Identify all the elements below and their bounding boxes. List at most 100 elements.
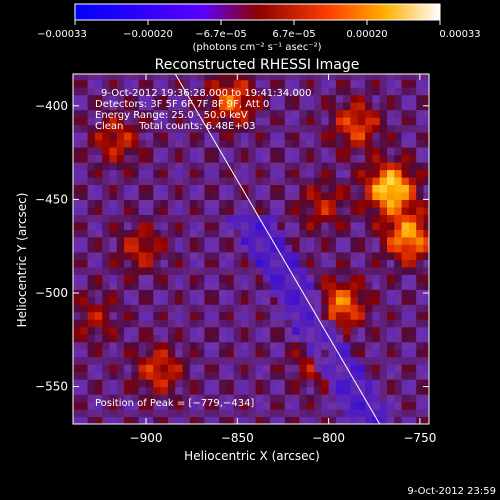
heatmap-cell [248, 147, 257, 156]
heatmap-cell [197, 281, 205, 290]
heatmap-cell [284, 236, 293, 245]
heatmap-cell [197, 191, 205, 200]
heatmap-cell [241, 124, 249, 133]
heatmap-cell [372, 139, 381, 148]
heatmap-cell [160, 326, 169, 335]
heatmap-cell [277, 289, 286, 298]
heatmap-cell [408, 147, 417, 156]
heatmap-cell [292, 349, 300, 358]
heatmap-cell [80, 109, 89, 118]
heatmap-cell [379, 281, 388, 290]
heatmap-cell [233, 169, 242, 178]
heatmap-cell [270, 364, 279, 373]
heatmap-cell [277, 349, 286, 358]
heatmap-cell [328, 356, 337, 365]
heatmap-cell [365, 169, 373, 178]
heatmap-cell [94, 371, 103, 380]
heatmap-cell [153, 356, 162, 365]
heatmap-cell [80, 274, 89, 283]
heatmap-cell [204, 334, 213, 343]
heatmap-cell [314, 79, 322, 88]
heatmap-cell [153, 214, 162, 223]
heatmap-cell [372, 349, 381, 358]
heatmap-cell [138, 79, 147, 88]
heatmap-cell [328, 371, 337, 380]
heatmap-cell [292, 296, 300, 305]
heatmap-cell [182, 394, 191, 403]
heatmap-cell [423, 79, 429, 88]
heatmap-cell [219, 74, 227, 81]
heatmap-cell [277, 147, 286, 156]
heatmap-cell [321, 319, 330, 328]
heatmap-cell [80, 184, 89, 193]
heatmap-cell [167, 184, 176, 193]
heatmap-cell [321, 191, 330, 200]
heatmap-cell [138, 386, 147, 395]
heatmap-cell [211, 416, 220, 424]
heatmap-cell [365, 184, 373, 193]
heatmap-cell [124, 386, 132, 395]
heatmap-cell [255, 109, 264, 118]
heatmap-cell [372, 259, 381, 268]
heatmap-cell [116, 191, 125, 200]
heatmap-cell [299, 259, 308, 268]
heatmap-cell [219, 191, 227, 200]
heatmap-cell [189, 79, 198, 88]
heatmap-cell [277, 221, 286, 230]
heatmap-cell [408, 79, 417, 88]
heatmap-cell [372, 236, 381, 245]
heatmap-cell [270, 124, 279, 133]
heatmap-cell [365, 124, 373, 133]
heatmap-cell [350, 364, 359, 373]
heatmap-cell [416, 319, 425, 328]
heatmap-cell [153, 139, 162, 148]
heatmap-cell [401, 109, 410, 118]
heatmap-cell [262, 251, 271, 260]
heatmap-cell [160, 169, 169, 178]
heatmap-cell [219, 259, 227, 268]
heatmap-cell [408, 124, 417, 133]
heatmap-cell [87, 139, 96, 148]
heatmap-cell [167, 281, 176, 290]
heatmap-cell [175, 266, 184, 275]
heatmap-cell [109, 124, 118, 133]
heatmap-cell [138, 296, 147, 305]
heatmap-cell [423, 304, 429, 313]
heatmap-cell [219, 371, 227, 380]
heatmap-cell [299, 349, 308, 358]
heatmap-cell [277, 229, 286, 238]
heatmap-cell [365, 74, 373, 81]
heatmap-cell [401, 341, 410, 350]
heatmap-cell [270, 176, 279, 185]
heatmap-cell [153, 349, 162, 358]
heatmap-cell [175, 199, 184, 208]
heatmap-cell [343, 176, 352, 185]
heatmap-cell [328, 289, 337, 298]
heatmap-cell [262, 109, 271, 118]
heatmap-cell [102, 356, 111, 365]
heatmap-cell [102, 176, 111, 185]
heatmap-cell [124, 221, 132, 230]
heatmap-cell [284, 266, 293, 275]
heatmap-cell [372, 147, 381, 156]
heatmap-cell [131, 394, 140, 403]
y-tick-label: −400 [35, 99, 68, 113]
heatmap-cell [226, 102, 235, 111]
heatmap-cell [292, 304, 300, 313]
heatmap-cell [87, 229, 96, 238]
heatmap-cell [394, 266, 403, 275]
heatmap-cell [73, 349, 81, 358]
heatmap-cell [241, 109, 249, 118]
heatmap-cell [255, 281, 264, 290]
heatmap-cell [131, 416, 140, 424]
heatmap-cell [138, 94, 147, 103]
heatmap-cell [248, 139, 257, 148]
heatmap-cell [343, 386, 352, 395]
heatmap-cell [116, 117, 125, 126]
heatmap-cell [146, 94, 154, 103]
heatmap-cell [335, 147, 344, 156]
heatmap-cell [343, 102, 352, 111]
heatmap-cell [80, 326, 89, 335]
heatmap-cell [204, 386, 213, 395]
heatmap-cell [357, 117, 366, 126]
